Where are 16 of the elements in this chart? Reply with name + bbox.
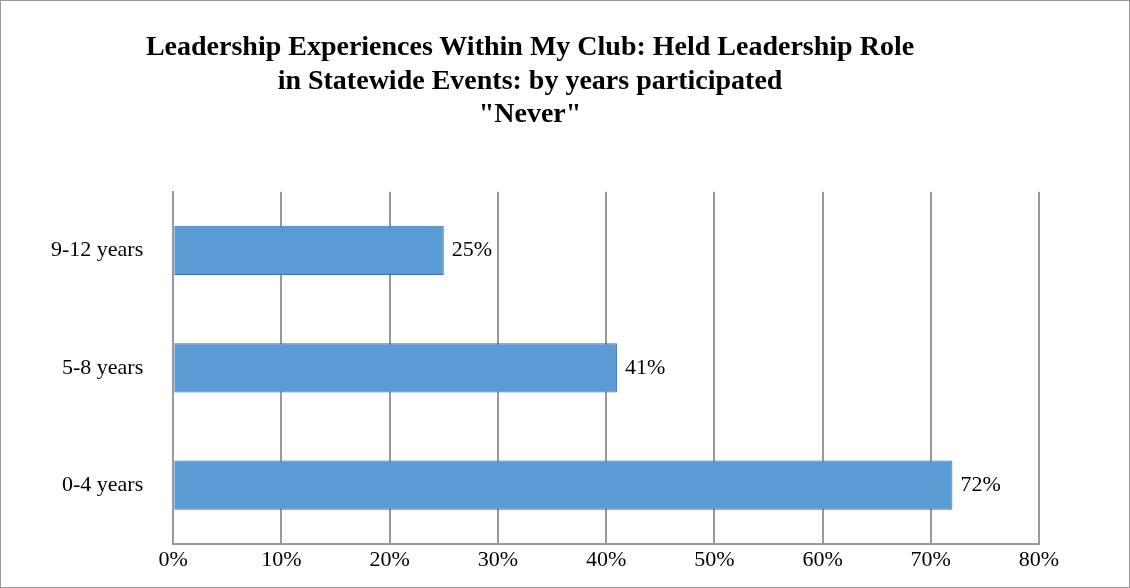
x-tick-label: 80%: [1018, 545, 1060, 571]
y-tick-label: 0-4 years: [61, 470, 144, 496]
x-tick-label: 50%: [694, 545, 735, 571]
y-tick-label: 9-12 years: [50, 236, 144, 262]
x-tick-label: 60%: [802, 545, 843, 571]
data-label: 72%: [960, 470, 1001, 496]
x-tick-label: 0%: [158, 545, 188, 571]
y-tick-label: 5-8 years: [61, 353, 144, 379]
x-tick-label: 30%: [477, 545, 519, 571]
data-label: 41%: [624, 353, 666, 379]
x-tick-label: 70%: [910, 545, 951, 571]
chart-title: Leadership Experiences Within My Club: Held Leadership Role in Statewide Events: by years participated "Never": [145, 30, 915, 129]
x-tick-label: 10%: [261, 545, 302, 571]
x-tick-label: 20%: [369, 545, 410, 571]
data-label: 25%: [451, 236, 493, 262]
x-tick-label: 40%: [585, 545, 627, 571]
